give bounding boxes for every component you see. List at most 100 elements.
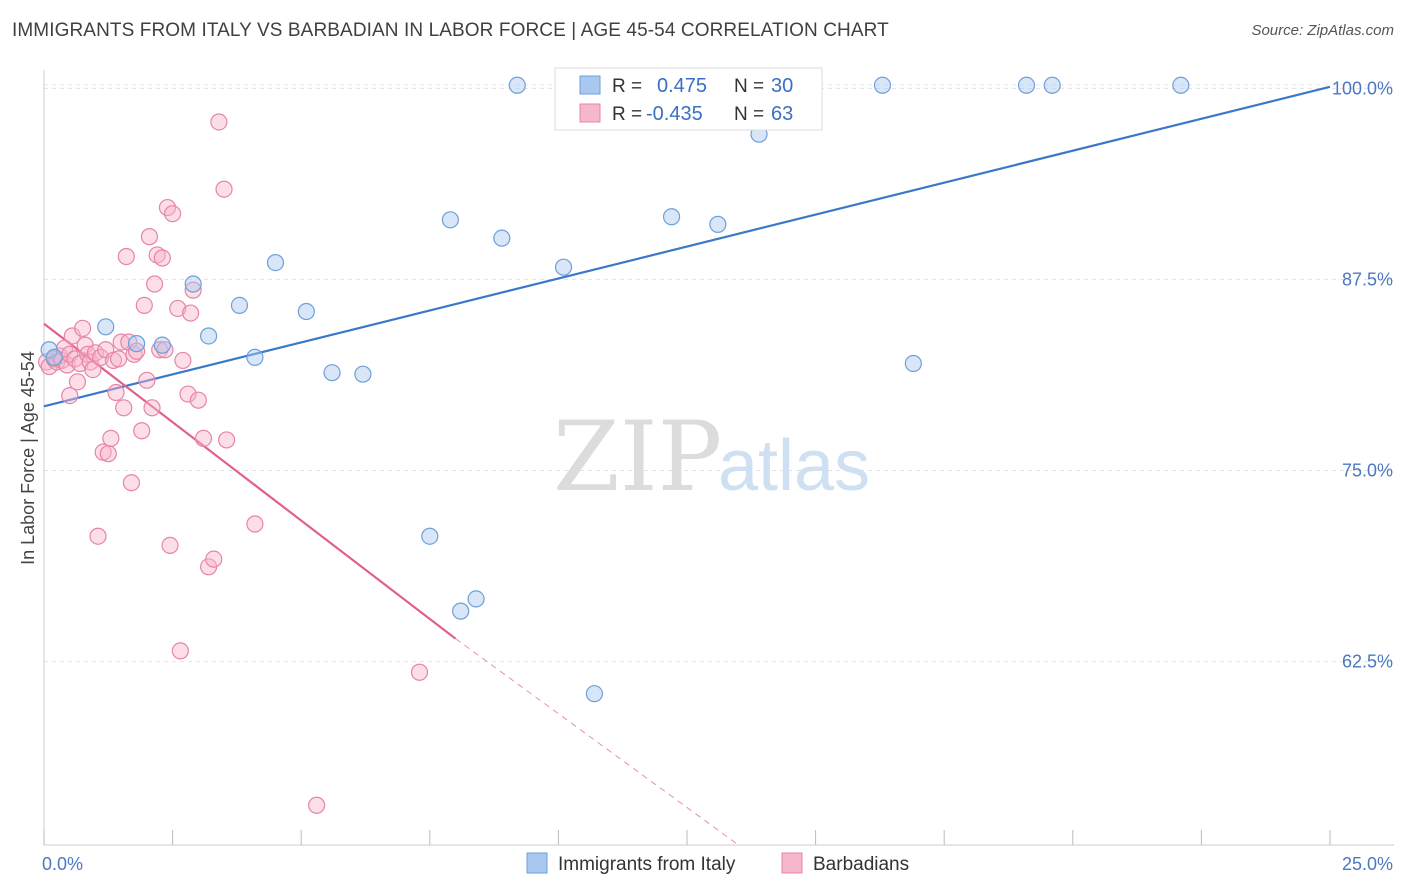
series-legend-label-barbadian: Barbadians: [813, 854, 909, 875]
y-tick-labels: 62.5% 75.0% 87.5% 100.0%: [1332, 78, 1393, 671]
point-barbadian-37: [135, 296, 153, 315]
correlation-legend: R = 0.475 N = 30 R = -0.435 N = 63: [554, 67, 823, 131]
point-barbadian-25: [102, 429, 120, 447]
point-barbadian-27: [107, 383, 125, 402]
x-tick-label-1: 25.0%: [1342, 854, 1393, 874]
point-barbadian-19: [86, 344, 105, 362]
point-italy-28: [1043, 76, 1061, 94]
legend-r-label-2: R =: [612, 104, 642, 125]
x-tick-label-0: 0.0%: [42, 854, 83, 874]
point-italy-16: [467, 590, 485, 608]
watermark-atlas: atlas: [718, 426, 870, 506]
y-tick-label-1: 75.0%: [1342, 460, 1393, 480]
point-barbadian-63: [308, 796, 326, 814]
point-italy-7: [230, 296, 249, 315]
data-points: [37, 76, 1190, 814]
point-italy-11: [323, 364, 341, 382]
point-barbadian-58: [205, 550, 223, 568]
point-barbadian-24: [99, 445, 117, 463]
point-barbadian-61: [218, 431, 236, 449]
axes: [43, 70, 1394, 846]
point-italy-26: [904, 354, 922, 373]
series-legend-swatch-italy: [526, 852, 548, 874]
point-barbadian-62: [246, 515, 264, 533]
point-barbadian-53: [182, 304, 200, 322]
legend-n-label-2: N =: [734, 104, 764, 125]
legend-swatch-italy: [579, 75, 601, 95]
point-barbadian-50: [171, 642, 189, 660]
legend-r-label-1: R =: [612, 76, 642, 97]
point-barbadian-39: [140, 228, 159, 246]
point-italy-1: [45, 348, 63, 366]
grid-lines: [44, 84, 1394, 663]
point-italy-23: [709, 215, 727, 233]
point-barbadian-20: [89, 527, 107, 545]
point-barbadian-64: [410, 663, 429, 681]
point-barbadian-41: [145, 275, 164, 293]
point-barbadian-45: [156, 341, 174, 359]
point-barbadian-51: [174, 351, 192, 370]
point-barbadian-38: [138, 371, 156, 389]
chart-title: IMMIGRANTS FROM ITALY VS BARBADIAN IN LA…: [12, 20, 889, 41]
legend-r-value-2: -0.435: [646, 103, 703, 125]
point-italy-2: [97, 318, 115, 336]
point-italy-17: [493, 229, 511, 247]
legend-n-label-1: N =: [734, 76, 764, 97]
point-italy-12: [354, 365, 372, 383]
y-axis-label: In Labor Force | Age 45-54: [18, 351, 38, 565]
point-barbadian-18: [84, 361, 102, 379]
point-italy-8: [246, 348, 264, 366]
y-tick-label-2: 87.5%: [1342, 269, 1393, 289]
point-barbadian-9: [61, 386, 79, 405]
point-italy-20: [585, 685, 604, 703]
point-barbadian-49: [169, 299, 187, 318]
point-barbadian-28: [109, 350, 128, 368]
point-barbadian-34: [125, 345, 143, 363]
point-italy-22: [662, 208, 681, 226]
point-italy-13: [421, 527, 439, 545]
point-barbadian-31: [117, 247, 135, 266]
point-barbadian-47: [161, 536, 179, 554]
point-italy-3: [127, 335, 146, 353]
point-italy-27: [1017, 76, 1036, 94]
trend-line-barbadian-extension: [455, 638, 739, 846]
trend-line-barbadian: [43, 322, 457, 640]
point-italy-19: [554, 258, 573, 276]
y-tick-label-0: 62.5%: [1342, 652, 1393, 672]
source-label: Source: ZipAtlas.com: [1251, 22, 1394, 39]
point-barbadian-14: [73, 319, 92, 337]
trend-lines: [43, 85, 1331, 846]
point-barbadian-30: [115, 399, 133, 417]
point-barbadian-52: [179, 385, 197, 403]
series-legend: Immigrants from Italy Barbadians: [526, 852, 909, 875]
point-barbadian-12: [68, 373, 87, 391]
point-barbadian-43: [151, 341, 169, 359]
point-italy-5: [184, 275, 202, 293]
series-legend-swatch-barbadian: [781, 852, 803, 874]
point-barbadian-54: [184, 281, 202, 299]
point-barbadian-44: [153, 249, 171, 267]
point-barbadian-36: [133, 422, 151, 440]
x-tick-labels: 0.0% 25.0%: [42, 854, 1393, 874]
point-italy-15: [452, 602, 470, 620]
point-italy-18: [508, 76, 526, 94]
y-tick-label-3: 100.0%: [1332, 78, 1393, 98]
point-barbadian-48: [164, 205, 182, 223]
trend-line-italy: [43, 85, 1331, 408]
point-barbadian-56: [194, 429, 213, 447]
legend-swatch-barbadian: [579, 103, 601, 123]
point-barbadian-40: [143, 399, 161, 417]
legend-r-value-1: 0.475: [657, 75, 707, 97]
point-italy-29: [1172, 76, 1190, 94]
point-barbadian-59: [210, 113, 228, 131]
point-italy-10: [297, 302, 315, 321]
series-legend-label-italy: Immigrants from Italy: [558, 854, 736, 875]
watermark-zip: ZIP: [553, 401, 722, 513]
point-italy-14: [441, 211, 459, 229]
point-barbadian-33: [122, 474, 141, 492]
point-italy-9: [266, 254, 285, 272]
point-barbadian-42: [148, 246, 166, 264]
point-italy-4: [153, 336, 171, 354]
legend-n-value-2: 63: [771, 103, 793, 125]
